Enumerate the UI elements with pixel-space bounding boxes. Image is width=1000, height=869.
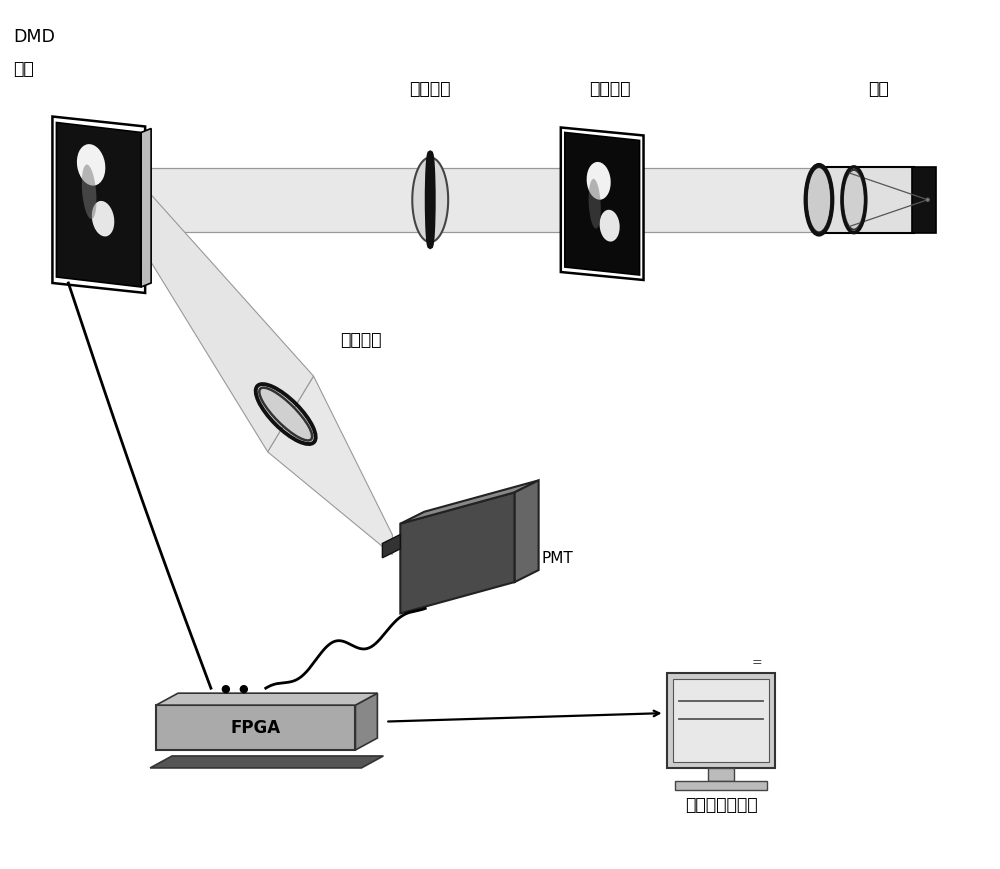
Ellipse shape xyxy=(600,209,620,242)
Ellipse shape xyxy=(843,169,865,229)
Text: PMT: PMT xyxy=(542,551,574,566)
Ellipse shape xyxy=(589,179,601,229)
Ellipse shape xyxy=(240,686,247,693)
Polygon shape xyxy=(565,132,640,275)
Ellipse shape xyxy=(92,201,114,236)
Polygon shape xyxy=(156,705,355,750)
Polygon shape xyxy=(56,123,141,287)
Polygon shape xyxy=(150,756,383,768)
Ellipse shape xyxy=(259,388,312,441)
Text: =: = xyxy=(752,656,762,669)
Polygon shape xyxy=(268,376,392,554)
Polygon shape xyxy=(146,168,909,232)
Text: 微镜: 微镜 xyxy=(14,60,34,78)
Ellipse shape xyxy=(77,144,105,186)
Ellipse shape xyxy=(82,164,96,219)
Text: 目标物体: 目标物体 xyxy=(589,80,630,98)
Polygon shape xyxy=(412,157,448,242)
Text: 成像透镜: 成像透镜 xyxy=(409,80,451,98)
Polygon shape xyxy=(382,534,400,558)
Polygon shape xyxy=(156,693,377,705)
Polygon shape xyxy=(708,768,734,781)
Polygon shape xyxy=(819,167,914,233)
Polygon shape xyxy=(912,167,936,233)
Text: 聚焦透镜: 聚焦透镜 xyxy=(340,331,381,349)
Polygon shape xyxy=(561,128,644,280)
Polygon shape xyxy=(673,680,769,762)
Ellipse shape xyxy=(926,198,929,202)
Polygon shape xyxy=(355,693,377,750)
Polygon shape xyxy=(107,145,314,452)
Ellipse shape xyxy=(222,686,229,693)
Polygon shape xyxy=(52,116,145,293)
Text: DMD: DMD xyxy=(14,29,55,46)
Polygon shape xyxy=(667,673,775,768)
Text: FPGA: FPGA xyxy=(231,719,281,737)
Ellipse shape xyxy=(807,167,831,233)
Ellipse shape xyxy=(587,162,611,200)
Polygon shape xyxy=(675,781,767,790)
Polygon shape xyxy=(400,481,539,524)
Polygon shape xyxy=(400,493,515,614)
Polygon shape xyxy=(515,481,539,582)
Text: 上位机处理单元: 上位机处理单元 xyxy=(685,796,758,814)
Polygon shape xyxy=(141,129,151,287)
Text: 光源: 光源 xyxy=(868,80,889,98)
